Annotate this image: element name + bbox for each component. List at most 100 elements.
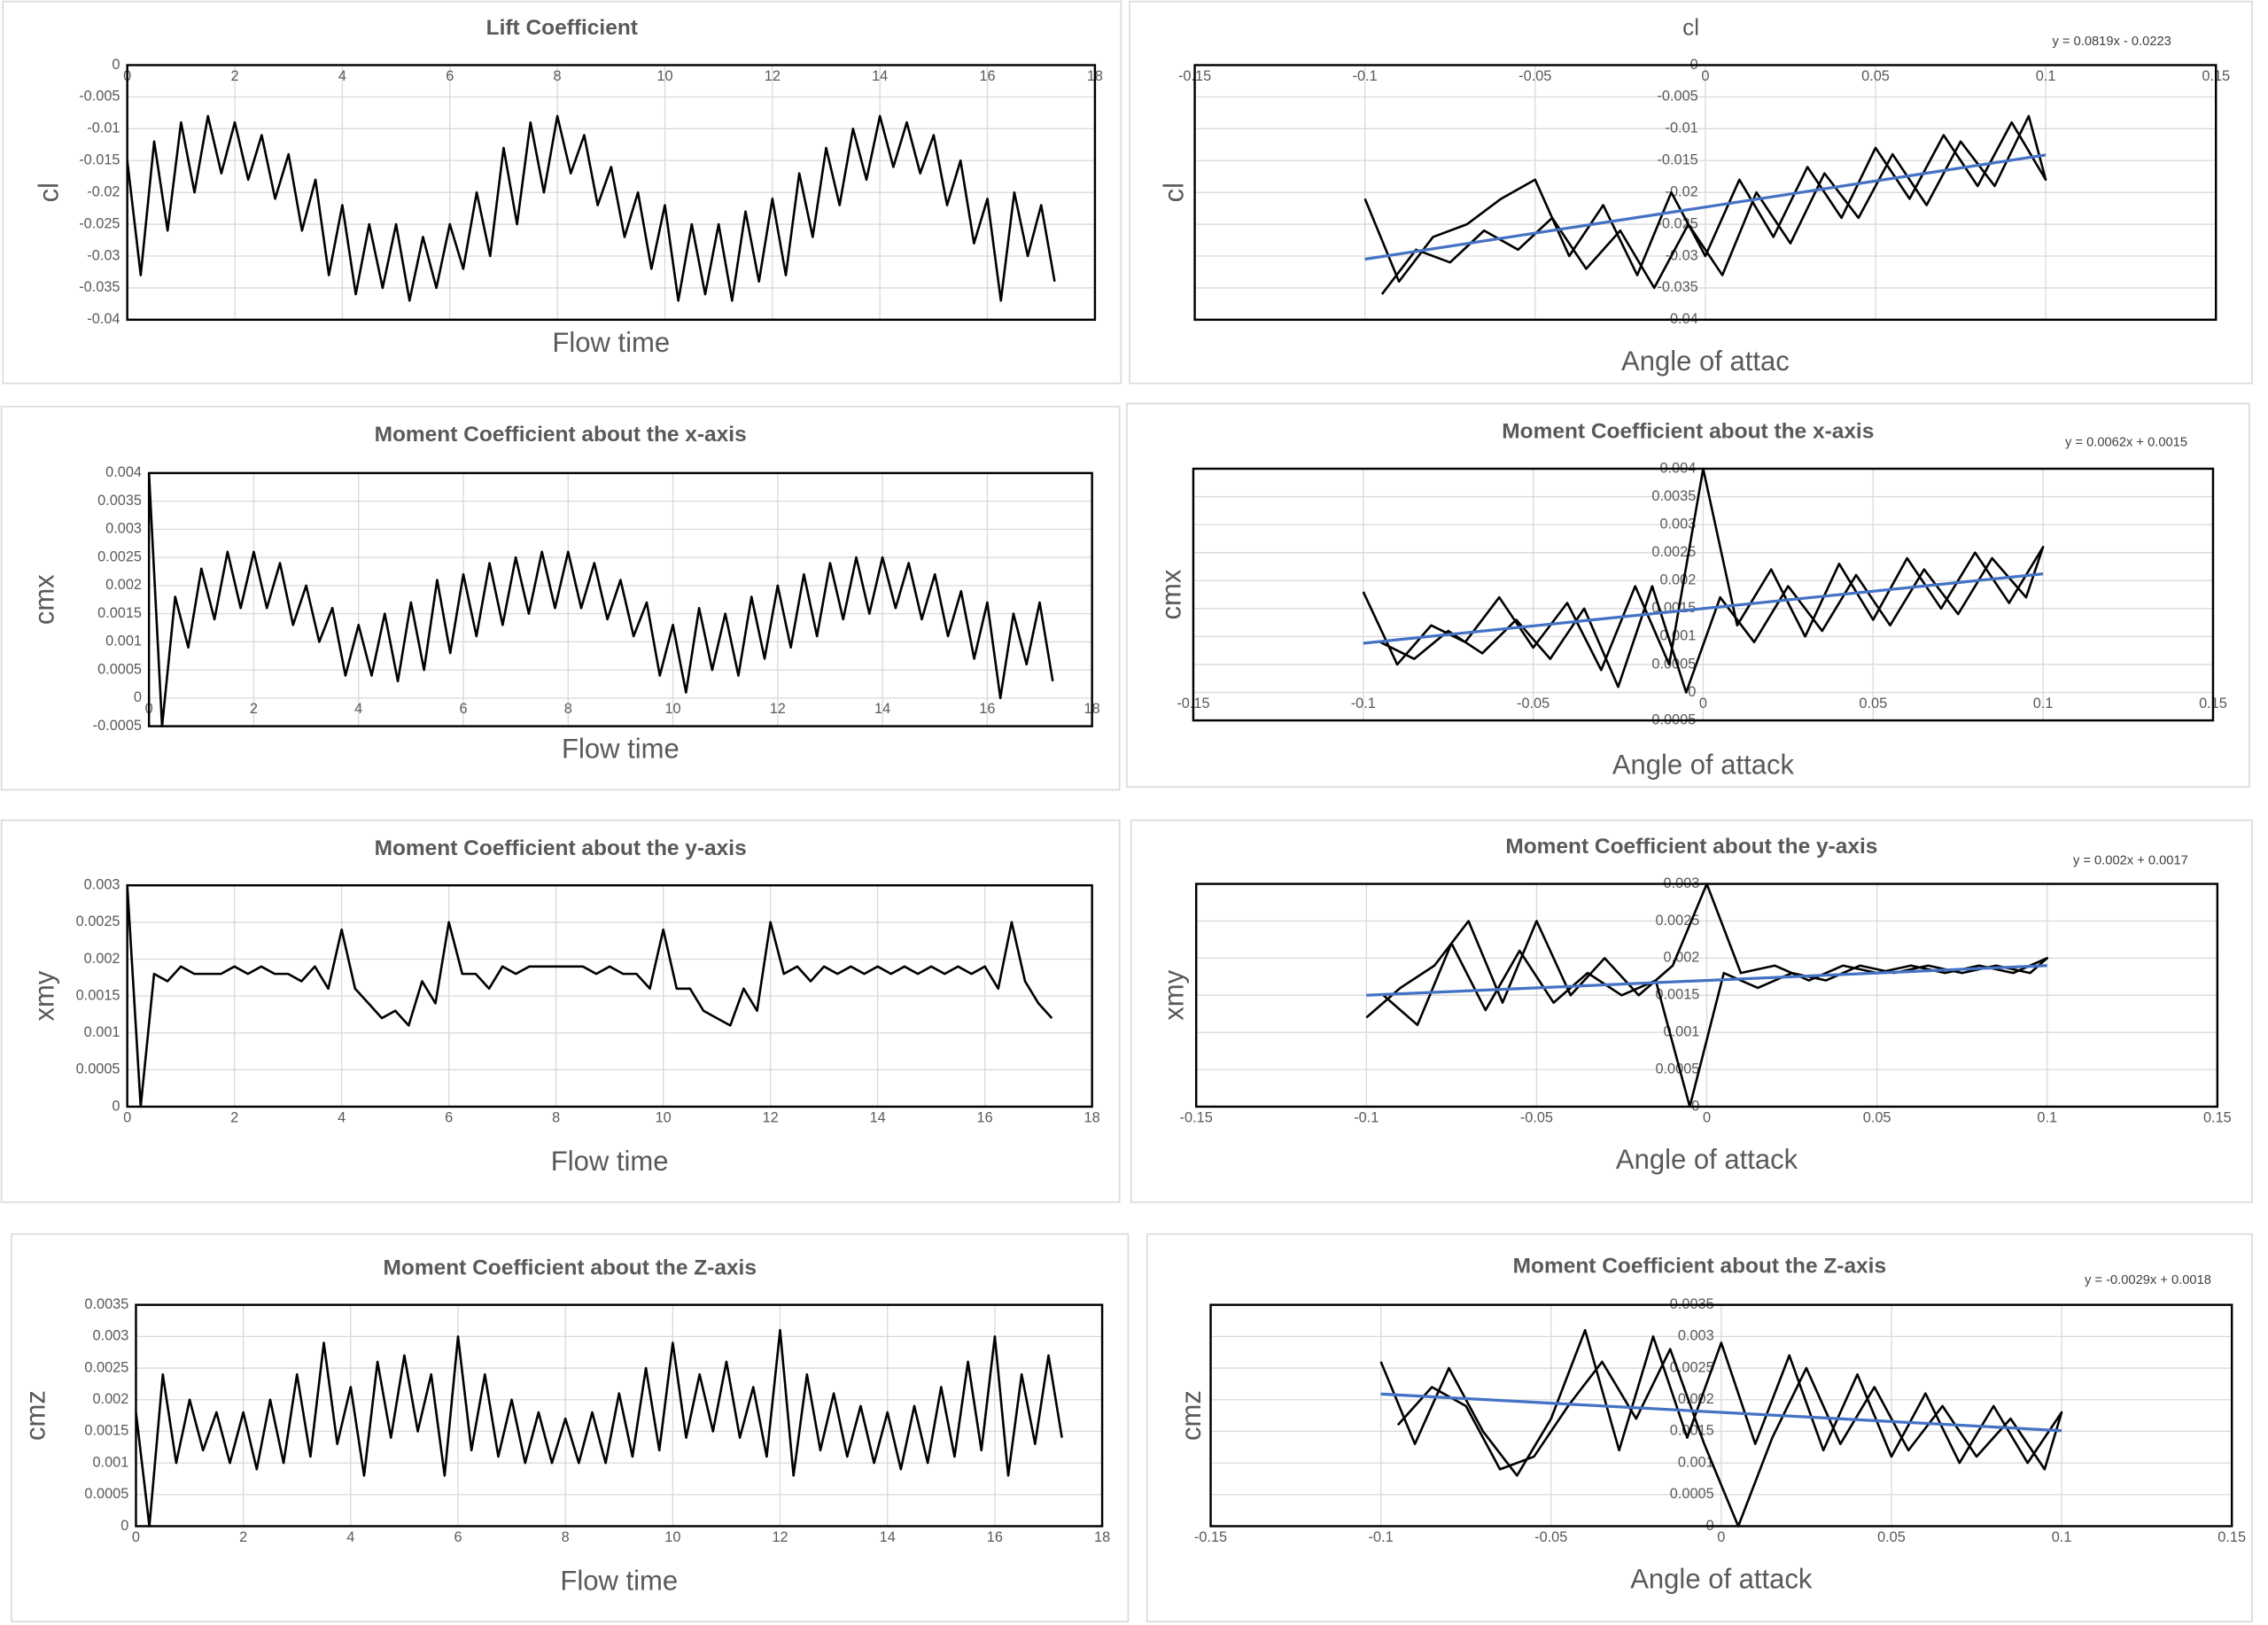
x-tick-label: 4	[346, 1529, 354, 1545]
plot-frame	[147, 471, 1093, 727]
y-tick-label: 0.0015	[1670, 1423, 1714, 1439]
trend-equation: y = 0.002x + 0.0017	[2073, 853, 2188, 867]
y-tick-label: 0.002	[84, 951, 120, 967]
plot-frame	[135, 1303, 1104, 1528]
data-line	[126, 114, 1056, 302]
y-tick-label: 0.002	[1659, 572, 1696, 588]
x-tick-label: -0.05	[1517, 696, 1550, 711]
chart-title: Moment Coefficient about the Z-axis	[384, 1256, 757, 1279]
x-tick-label: 0	[1703, 1109, 1711, 1125]
data-line	[135, 1328, 1063, 1528]
y-tick-label: 0.003	[1678, 1328, 1714, 1344]
chart-title: Lift Coefficient	[486, 16, 638, 40]
y-axis-label: xmy	[1159, 969, 1190, 1020]
panel	[1126, 402, 2250, 788]
chart: -0.15 -0.1 -0.05 0 0.05 0.1 0.1500.00050.0010.…	[1146, 1232, 2253, 1623]
y-tick-label: -0.015	[79, 152, 120, 168]
x-tick-label: 12	[763, 1109, 779, 1125]
y-axis-label: xmy	[28, 970, 59, 1021]
x-tick-label: 6	[454, 1529, 462, 1545]
data-line	[147, 472, 1054, 727]
y-tick-label: 0.001	[1664, 1024, 1700, 1040]
x-tick-label: 8	[552, 1109, 560, 1125]
y-tick-label: 0	[120, 1518, 128, 1534]
y-axis-label: cmz	[20, 1390, 51, 1441]
x-tick-label: 18	[1084, 1109, 1100, 1125]
trend-line	[1363, 572, 2044, 645]
x-tick-label: 4	[354, 701, 362, 717]
y-tick-label: 0.0035	[84, 1296, 128, 1312]
chart-title: Moment Coefficient about the x-axis	[1502, 420, 1874, 444]
x-tick-label: 10	[656, 1109, 672, 1125]
chart: 0 2 4 6 8 10 12 14 16 18 0 0.0005 0.001 0.0015 0.002 0.…	[0, 819, 1121, 1203]
y-tick-label: 0.0035	[97, 493, 142, 509]
y-tick-label: 0.001	[92, 1454, 128, 1470]
y-tick-label: 0.0035	[1651, 488, 1696, 504]
data-line	[1363, 114, 2047, 295]
y-tick-label: -0.03	[87, 247, 120, 263]
y-tick-label: 0.0005	[1651, 656, 1696, 672]
chart-title: Moment Coefficient about the Z-axis	[1513, 1255, 1886, 1279]
x-tick-label: 14	[872, 68, 888, 84]
x-tick-label: 16	[979, 701, 995, 717]
y-tick-label: 0.0025	[76, 914, 120, 929]
x-tick-label: 8	[554, 68, 562, 84]
y-tick-label: 0.004	[105, 464, 142, 480]
x-tick-label: 18	[1094, 1529, 1110, 1545]
x-tick-label: 10	[664, 1529, 680, 1545]
x-axis-label: Angle of attack	[1630, 1564, 1813, 1595]
x-tick-label: 0	[1701, 68, 1709, 84]
x-tick-label: -0.05	[1518, 68, 1551, 84]
y-tick-label: 0.003	[105, 521, 142, 537]
trend-equation: y = 0.0062x + 0.0015	[2065, 435, 2187, 449]
x-tick-label: 12	[772, 1529, 788, 1545]
chart-title: Moment Coefficient about the x-axis	[375, 423, 747, 447]
plot-frame	[1192, 467, 2215, 722]
y-tick-label: -0.035	[1657, 279, 1697, 295]
x-axis-label: Angle of attac	[1621, 346, 1790, 377]
x-tick-label: 0.05	[1863, 1109, 1891, 1125]
x-tick-label: 0.15	[2203, 1109, 2232, 1125]
x-axis-label: Angle of attack	[1616, 1144, 1798, 1175]
x-tick-label: 0.1	[2052, 1529, 2072, 1545]
y-tick-label: 0.0025	[84, 1359, 128, 1375]
x-tick-label: -0.1	[1351, 696, 1376, 711]
y-tick-label: 0.0015	[1655, 987, 1699, 1003]
y-tick-label: 0	[134, 689, 142, 705]
x-tick-label: 4	[338, 1109, 346, 1125]
x-tick-label: 0.15	[2218, 1529, 2246, 1545]
y-tick-label: -0.0005	[93, 718, 142, 734]
y-tick-label: 0.001	[1678, 1454, 1714, 1470]
trend-line	[1364, 153, 2047, 261]
plot-frame	[1194, 882, 2219, 1108]
chart: 0 2 4 6 8 10 12 14 16 18 0 0.0005 0.001 0.0015 0.002 0.…	[11, 1232, 1130, 1623]
x-tick-label: 0.1	[2036, 68, 2056, 84]
plot-frame	[1209, 1303, 2233, 1528]
x-axis-label: Flow time	[562, 734, 680, 765]
y-tick-label: 0	[112, 57, 120, 73]
y-tick-label: 0.002	[1664, 950, 1700, 966]
x-tick-label: 16	[987, 1529, 1003, 1545]
y-tick-label: -0.02	[87, 183, 120, 199]
y-tick-label: -0.005	[1657, 89, 1697, 105]
x-tick-label: 14	[870, 1109, 886, 1125]
y-tick-label: 0	[112, 1098, 120, 1114]
y-tick-label: -0.01	[87, 121, 120, 136]
x-tick-label: -0.1	[1354, 1109, 1379, 1125]
x-tick-label: 0	[1699, 696, 1707, 711]
x-tick-label: -0.05	[1534, 1529, 1567, 1545]
y-tick-label: 0	[1688, 684, 1696, 700]
trend-equation: y = 0.0819x - 0.0223	[2053, 35, 2171, 49]
x-axis-label: Flow time	[560, 1565, 678, 1596]
x-axis-label: Flow time	[552, 327, 670, 358]
x-tick-label: 6	[459, 701, 467, 717]
x-tick-label: 0.05	[1861, 68, 1890, 84]
y-tick-label: 0.0005	[76, 1061, 120, 1077]
x-tick-label: -0.15	[1194, 1529, 1227, 1545]
x-tick-label: 2	[239, 1529, 247, 1545]
y-tick-label: 0.0005	[97, 661, 142, 677]
data-line	[1362, 467, 2045, 694]
data-line	[1365, 882, 2049, 1108]
chart-title: Moment Coefficient about the y-axis	[375, 836, 747, 860]
